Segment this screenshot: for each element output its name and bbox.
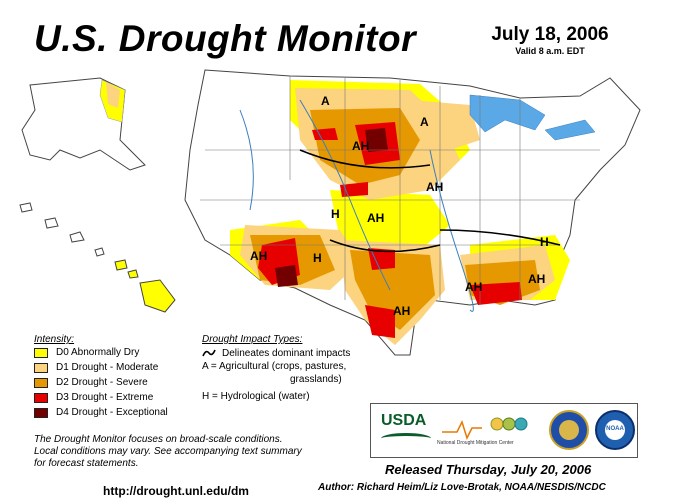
impact-line-item: Delineates dominant impacts [202, 347, 392, 360]
map-label: AH [250, 249, 267, 263]
d3-montana [312, 128, 338, 140]
map-label: AH [426, 180, 443, 194]
hawaii-islands [19, 202, 105, 257]
noaa-text: NOAA [606, 426, 624, 432]
legend-label: D1 Drought - Moderate [56, 362, 159, 373]
legend-item: D2 Drought - Severe [34, 375, 204, 390]
legend-swatch [34, 347, 48, 358]
legend-label: D2 Drought - Severe [56, 377, 148, 388]
legend-item: D0 Abnormally Dry [34, 345, 204, 360]
impact-a-line1: A = Agricultural (crops, pastures, [202, 361, 347, 372]
legend-label: D3 Drought - Extreme [56, 392, 154, 403]
page-title: U.S. Drought Monitor [34, 18, 416, 59]
map-label: AH [367, 211, 384, 225]
usda-logo-wave [381, 433, 431, 444]
legend-label: D0 Abnormally Dry [56, 347, 140, 358]
impact-title: Drought Impact Types: [202, 334, 303, 345]
impact-lines [299, 149, 561, 253]
map-label: H [313, 251, 322, 265]
map-date: July 18, 2006 [491, 24, 609, 45]
d0-central [330, 190, 450, 250]
d1-great-lakes [410, 100, 480, 150]
d3-oklahoma [368, 248, 395, 270]
legend-swatch [34, 377, 48, 388]
source-url: http://drought.unl.edu/dm [103, 484, 249, 498]
alaska-d1 [106, 82, 120, 108]
legend-item: D1 Drought - Moderate [34, 360, 204, 375]
usda-logo: USDA [381, 412, 427, 429]
rivers [239, 99, 474, 312]
ndmc-logo: National Drought Mitigation Center [437, 410, 537, 452]
d3-texas [365, 305, 395, 338]
ndmc-drop-icon [442, 417, 528, 440]
d3-alabama [470, 282, 522, 305]
release-date: Released Thursday, July 20, 2006 [385, 462, 592, 477]
legend-swatch [34, 392, 48, 403]
commerce-seal-icon [549, 410, 589, 450]
alaska-shape [21, 77, 146, 171]
map-label: AH [465, 280, 482, 294]
intensity-title: Intensity: [34, 334, 75, 345]
impact-legend: Drought Impact Types: Delineates dominan… [202, 334, 392, 403]
intensity-legend: Intensity: D0 Abnormally Dry D1 Drought … [34, 334, 204, 420]
impact-line-icon [202, 350, 216, 357]
hawaii-d0 [139, 279, 176, 313]
legend-swatch [34, 362, 48, 373]
d4-arizona [275, 265, 298, 287]
map-label: A [321, 94, 330, 108]
noaa-logo: NOAA [595, 410, 635, 450]
impact-a-line2: grasslands) [290, 374, 342, 385]
impact-line-label: Delineates dominant impacts [222, 348, 351, 359]
legend-swatch [34, 407, 48, 418]
disclaimer-line: The Drought Monitor focuses on broad-sca… [34, 434, 283, 445]
legend-item: D3 Drought - Extreme [34, 390, 204, 405]
ndmc-text: National Drought Mitigation Center [437, 440, 514, 446]
d4-dakota [365, 128, 388, 152]
map-label: AH [393, 304, 410, 318]
map-labels: A A AH AH H AH AH H AH AH AH H [250, 94, 549, 318]
author-credit: Author: Richard Heim/Liz Love-Brotak, NO… [318, 482, 606, 493]
map-label: A [420, 115, 429, 129]
hawaii-small [114, 259, 139, 279]
map-label: AH [352, 139, 369, 153]
legend-label: D4 Drought - Exceptional [56, 407, 168, 418]
disclaimer: The Drought Monitor focuses on broad-sca… [34, 434, 354, 470]
impact-h: H = Hydrological (water) [202, 391, 310, 402]
disclaimer-line: Local conditions may vary. See accompany… [34, 446, 302, 457]
map-label: H [331, 207, 340, 221]
valid-time: Valid 8 a.m. EDT [515, 46, 585, 56]
map-label: H [540, 235, 549, 249]
legend-item: D4 Drought - Exceptional [34, 405, 204, 420]
agency-logos: USDA National Drought Mitigation Center … [370, 403, 638, 458]
disclaimer-line: for forecast statements. [34, 458, 139, 469]
map-label: AH [528, 272, 545, 286]
